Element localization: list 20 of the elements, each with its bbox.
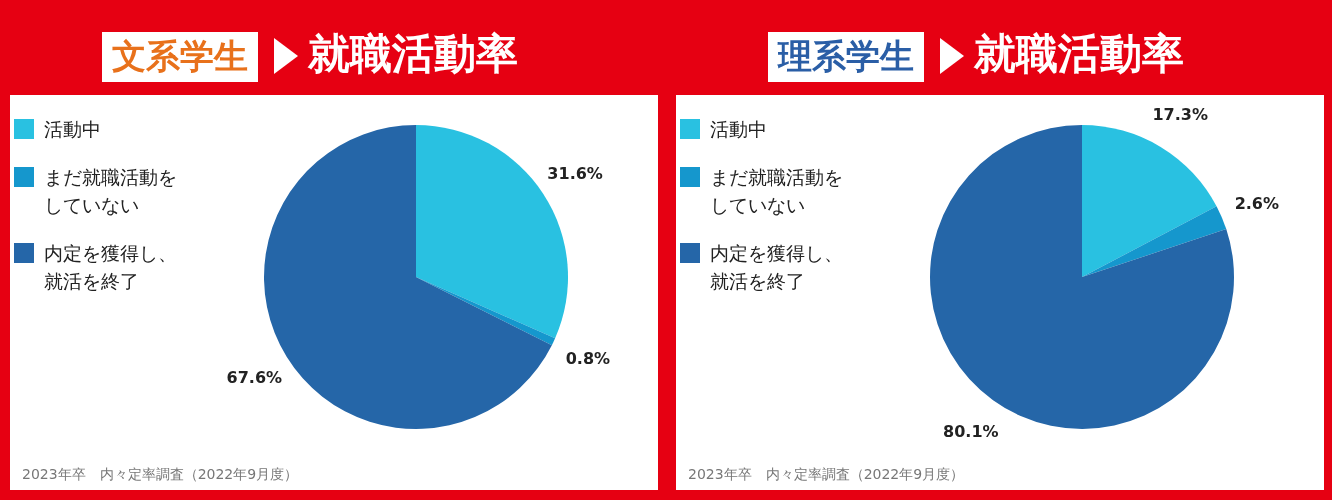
legend-label: まだ就職活動をしていない [710, 166, 843, 216]
data-label: 80.1% [943, 422, 999, 442]
legend-label: 内定を獲得し、就活を終了 [44, 242, 177, 292]
legend-label: 内定を獲得し、就活を終了 [710, 242, 843, 292]
legend-label: まだ就職活動をしていない [44, 166, 177, 216]
legend-label: 活動中 [44, 118, 101, 140]
data-label: 31.6% [547, 164, 603, 184]
data-label: 17.3% [1152, 105, 1209, 125]
text: 2023年卒 内々定率調査（2022年9月度） [688, 466, 965, 484]
chart-subtitle: 就職活動率 [308, 28, 518, 80]
legend-label: 活動中 [710, 118, 767, 140]
chart-title: 理系学生 [768, 32, 924, 82]
chart-subtitle: 就職活動率 [974, 28, 1184, 80]
data-label: 0.8% [565, 348, 611, 368]
data-label: 2.6% [1234, 193, 1280, 213]
text: 2023年卒 内々定率調査（2022年9月度） [22, 466, 299, 484]
data-label: 67.6% [226, 367, 283, 387]
pie-slice [1082, 206, 1227, 277]
pie-slice [1082, 125, 1217, 277]
chart-title: 文系学生 [102, 32, 258, 82]
